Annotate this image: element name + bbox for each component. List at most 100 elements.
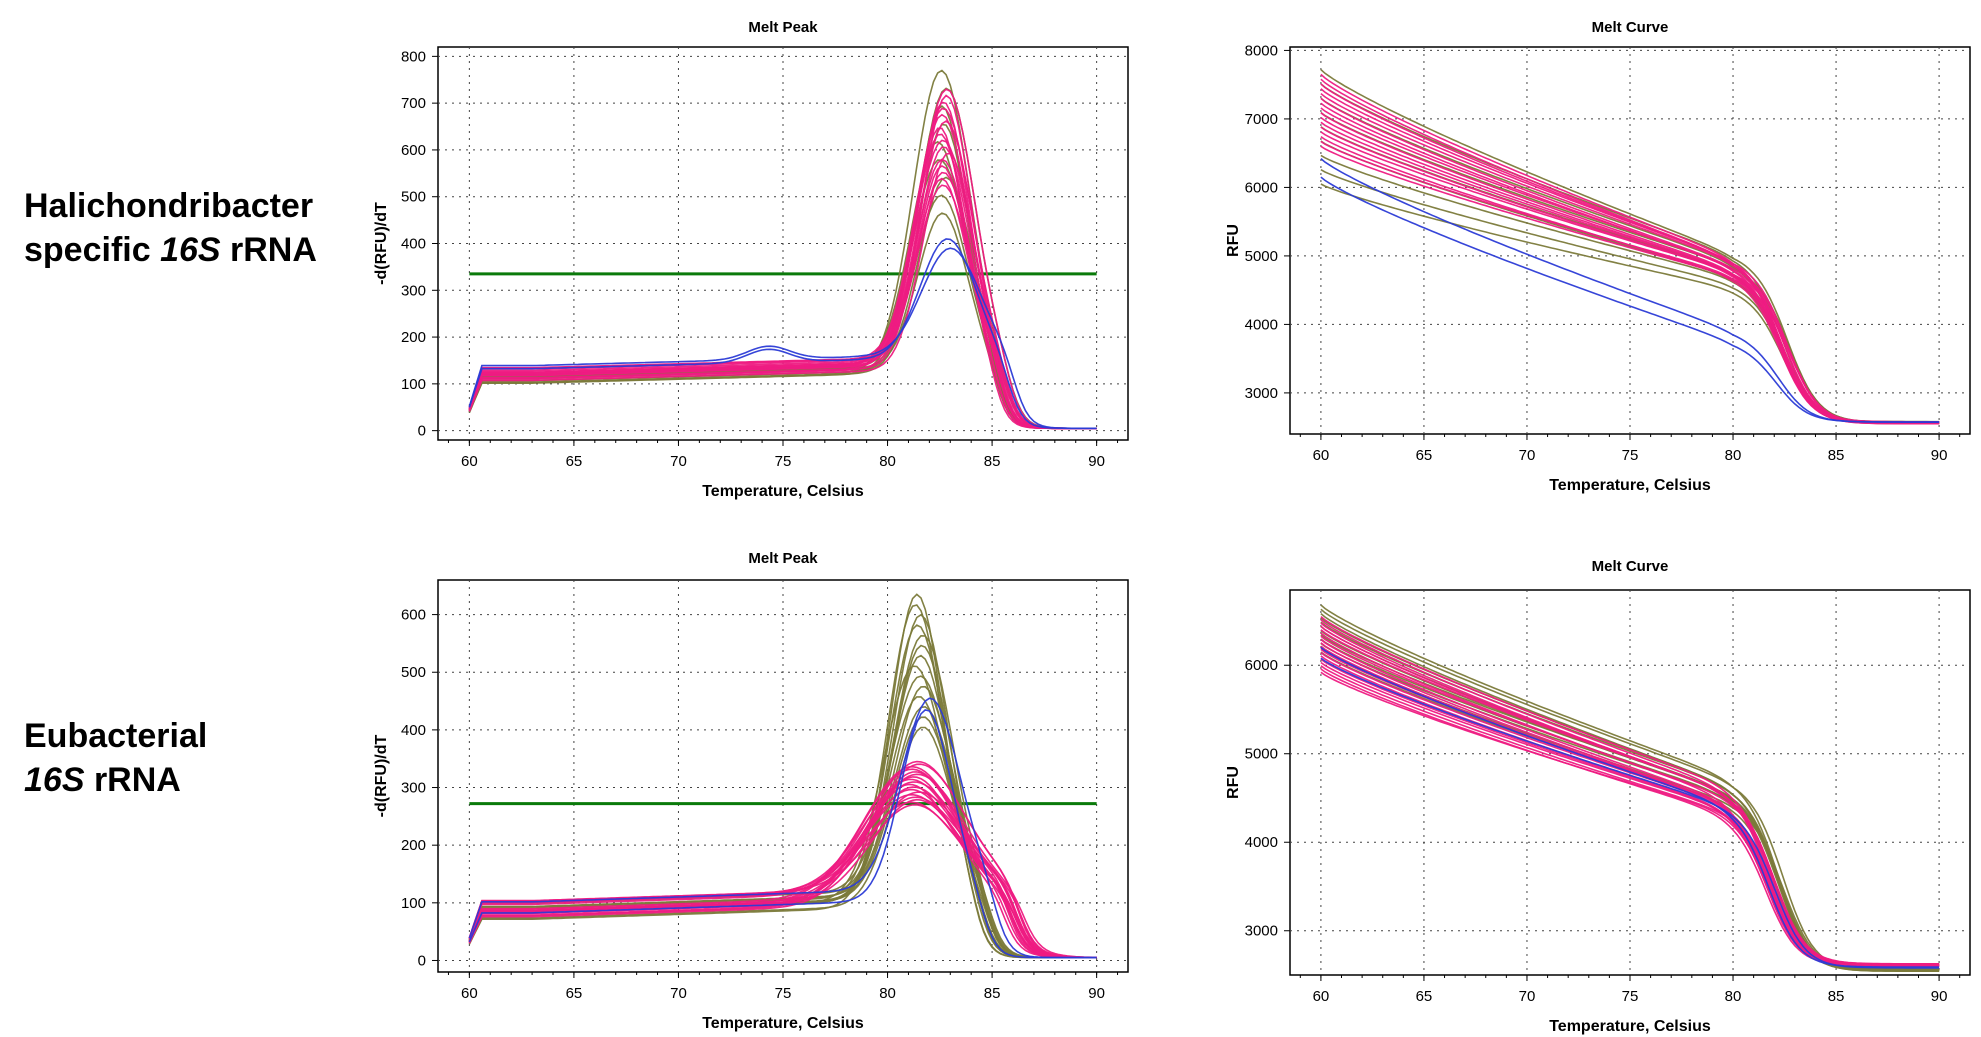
chart-3: 60 65 70 75 80 85 90 3000 4000 5000 6000 Melt Curve… [1225,558,1971,1035]
x-tick-label: 80 [1725,447,1742,464]
y-tick-label: 4000 [1245,316,1278,333]
series-blue-line [468,238,1097,430]
y-tick-label: 300 [401,780,426,797]
y-tick-label: 400 [401,236,426,253]
series-pink-line [468,771,1097,959]
x-tick-label: 70 [670,985,687,1002]
series-lines [468,593,1097,959]
x-tick-label: 70 [670,453,687,470]
x-tick-label: 70 [1519,447,1536,464]
x-tick-label: 60 [461,453,478,470]
y-tick-label: 600 [401,142,426,159]
x-tick-label: 85 [984,453,1001,470]
x-axis-label: Temperature, Celsius [702,1015,864,1032]
y-tick-label: 3000 [1245,923,1278,940]
row-label-top-pre: specific [24,231,161,269]
y-tick-label: 200 [401,837,426,854]
row-label-top-post: rRNA [220,231,317,269]
y-tick-label: 7000 [1245,111,1278,128]
y-tick-label: 8000 [1245,42,1278,59]
row-label-bottom-italic: 16S [24,761,85,799]
series-lines [1320,69,1940,425]
x-tick-label: 85 [1828,447,1845,464]
y-tick-label: 500 [401,189,426,206]
y-tick-label: 800 [401,48,426,65]
chart-1: 60 65 70 75 80 85 90 3000 4000 5000 6000 7000 8000 Me… [1225,19,1971,494]
series-pink-line [468,88,1097,430]
x-axis-label: Temperature, Celsius [702,483,864,500]
x-tick-label: 65 [566,453,583,470]
y-tick-label: 0 [418,423,426,440]
y-axis-label: -d(RFU)/dT [373,734,390,817]
x-tick-label: 90 [1931,988,1948,1005]
row-label-top: Halichondribacter specific 16S rRNA [24,184,317,272]
chart-title: Melt Curve [1592,558,1669,575]
y-tick-label: 100 [401,895,426,912]
x-axis-label: Temperature, Celsius [1549,1018,1711,1035]
series-pink-line [468,765,1097,959]
x-tick-label: 90 [1088,453,1105,470]
y-tick-label: 100 [401,376,426,393]
y-tick-label: 6000 [1245,657,1278,674]
y-axis-label: -d(RFU)/dT [373,202,390,285]
series-blue-line [468,697,1097,959]
y-tick-label: 200 [401,329,426,346]
y-tick-label: 400 [401,722,426,739]
y-tick-label: 5000 [1245,746,1278,763]
row-label-top-line1: Halichondribacter [24,187,314,225]
y-tick-label: 600 [401,607,426,624]
x-tick-label: 75 [1622,447,1639,464]
row-label-bottom-line1: Eubacterial [24,717,208,755]
x-tick-label: 65 [566,985,583,1002]
y-tick-label: 4000 [1245,834,1278,851]
series-lines [1320,604,1940,972]
row-label-bottom-post: rRNA [84,761,181,799]
series-pink-line [468,101,1097,430]
series-pink-line [468,133,1097,430]
x-tick-label: 90 [1088,985,1105,1002]
chart-0: 60 65 70 75 80 85 90 0 100 200 300 400 500 600 700 800 M… [373,19,1129,500]
y-axis-label: RFU [1225,766,1242,799]
series-pink-line [468,158,1097,430]
row-label-bottom: Eubacterial 16S rRNA [24,714,207,802]
series-blue-line [1320,646,1940,968]
x-tick-label: 60 [461,985,478,1002]
chart-title: Melt Peak [748,19,818,36]
x-tick-label: 80 [1725,988,1742,1005]
series-lines [468,69,1097,430]
x-tick-label: 65 [1416,447,1433,464]
y-tick-label: 5000 [1245,248,1278,265]
x-tick-label: 90 [1931,447,1948,464]
series-blue-line [468,247,1097,430]
x-tick-label: 75 [775,985,792,1002]
series-pink-line [468,760,1097,959]
chart-title: Melt Peak [748,550,818,567]
x-tick-label: 75 [1622,988,1639,1005]
y-tick-label: 500 [401,664,426,681]
series-olive-line [468,624,1097,959]
x-axis-label: Temperature, Celsius [1549,477,1711,494]
series-blue-line [1320,157,1940,423]
series-olive-line [1320,604,1940,972]
series-pink-line [1320,615,1940,967]
y-axis-label: RFU [1225,224,1242,257]
chart-title: Melt Curve [1592,19,1669,36]
x-tick-label: 75 [775,453,792,470]
y-tick-label: 700 [401,95,426,112]
series-pink-line [1320,73,1940,424]
row-label-top-italic: 16S [160,231,221,269]
x-tick-label: 80 [879,453,896,470]
y-tick-label: 300 [401,282,426,299]
x-tick-label: 65 [1416,988,1433,1005]
series-blue-line [468,709,1097,959]
row-label-bottom-line2: 16S rRNA [24,758,207,802]
x-tick-label: 70 [1519,988,1536,1005]
x-tick-label: 85 [1828,988,1845,1005]
row-label-top-line2: specific 16S rRNA [24,228,317,272]
y-tick-label: 0 [418,952,426,969]
chart-2: 60 65 70 75 80 85 90 0 100 200 300 400 500 600 Melt Pe… [373,550,1129,1032]
x-tick-label: 80 [879,985,896,1002]
x-tick-label: 85 [984,985,1001,1002]
y-tick-label: 3000 [1245,385,1278,402]
